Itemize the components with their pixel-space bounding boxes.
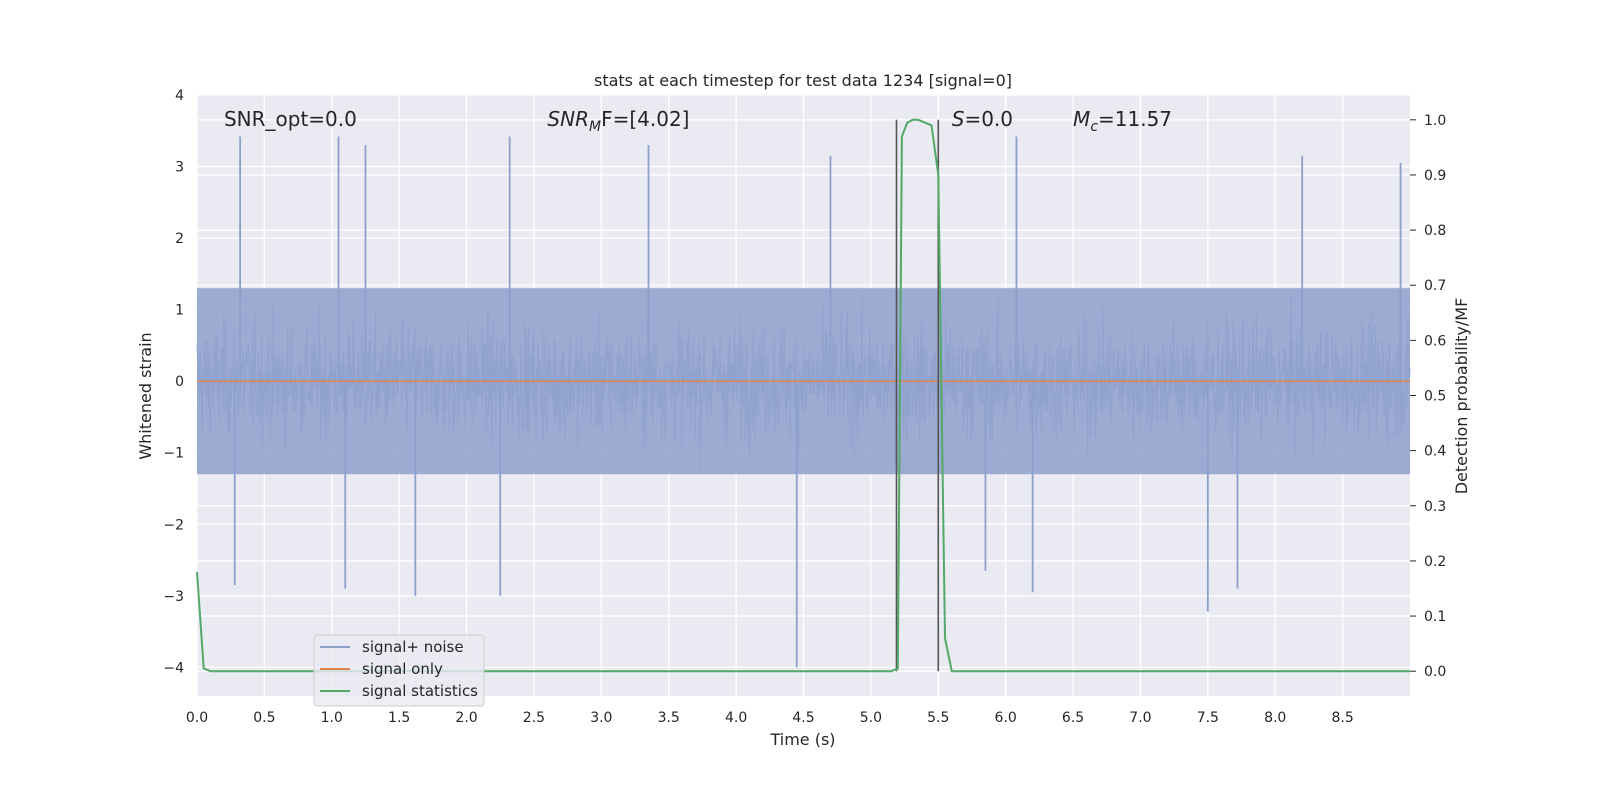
x-axis-ticks: 0.0 0.5 1.0 1.5 2.0 2.5 3.0 3.5 4.0 4.5 5.0 5.5 6.0 6…: [186, 710, 1354, 726]
y-tick-label: 2: [175, 231, 184, 247]
legend-box: [313, 634, 485, 707]
legend-label-signal-only: signal only: [362, 660, 443, 678]
annotation: SNR_opt=0.0: [224, 107, 357, 131]
y2-tick-label: 0.1: [1424, 609, 1446, 625]
annotations: SNR_opt=0.0 SNRMF=[4.02] S=0.0 Mc=11.57: [224, 107, 1172, 135]
y2-tick-label: 0.3: [1424, 499, 1446, 515]
y-tick-label: −3: [163, 589, 184, 605]
y2-axis-label: Detection probability/MF: [1452, 298, 1471, 495]
y2-tick-label: 0.0: [1424, 664, 1446, 680]
y-tick-label: −4: [163, 660, 184, 676]
y2-tick-label: 0.5: [1424, 389, 1446, 405]
y-tick-label: 1: [175, 303, 184, 319]
x-tick-label: 6.5: [1062, 710, 1084, 726]
x-tick-label: 2.0: [455, 710, 477, 726]
annotation: SNRMF=[4.02]: [547, 107, 689, 135]
y-tick-label: 4: [175, 88, 184, 104]
x-tick-label: 3.0: [590, 710, 612, 726]
x-tick-label: 7.5: [1197, 710, 1219, 726]
y2-tick-label: 0.4: [1424, 444, 1446, 460]
legend-label-signal-noise: signal+ noise: [362, 638, 464, 656]
y-tick-label: 0: [175, 374, 184, 390]
legend-label-signal-statistics: signal statistics: [362, 682, 478, 700]
y2-tick-label: 0.9: [1424, 168, 1446, 184]
y-axis-ticks: 4 3 2 1 0 −1 −2 −3 −4: [163, 88, 184, 676]
x-tick-label: 6.0: [995, 710, 1017, 726]
x-tick-label: 0.0: [186, 710, 208, 726]
x-tick-label: 5.0: [860, 710, 882, 726]
y2-tick-label: 0.6: [1424, 333, 1446, 349]
x-tick-label: 4.5: [792, 710, 814, 726]
y-axis-label: Whitened strain: [136, 332, 155, 459]
x-tick-label: 3.5: [658, 710, 680, 726]
y2-tick-label: 1.0: [1424, 113, 1446, 129]
chart-title: stats at each timestep for test data 123…: [594, 71, 1012, 90]
y-tick-label: −1: [163, 446, 184, 462]
x-tick-label: 8.5: [1331, 710, 1353, 726]
x-tick-label: 2.5: [523, 710, 545, 726]
x-tick-label: 7.0: [1129, 710, 1151, 726]
x-tick-label: 1.5: [388, 710, 410, 726]
y2-tick-label: 0.8: [1424, 223, 1446, 239]
legend: signal+ noise signal only signal statist…: [313, 634, 485, 707]
annotation: Mc=11.57: [1073, 107, 1172, 135]
y-tick-label: −2: [163, 517, 184, 533]
x-tick-label: 0.5: [253, 710, 275, 726]
y2-tick-label: 0.2: [1424, 554, 1446, 570]
annotation: S=0.0: [952, 107, 1013, 131]
x-tick-label: 1.0: [321, 710, 343, 726]
y2-axis-ticks: 1.0 0.9 0.8 0.7 0.6 0.5 0.4 0.3 0.2 0.1 0.0: [1410, 113, 1446, 680]
x-tick-label: 5.5: [927, 710, 949, 726]
x-tick-label: 4.0: [725, 710, 747, 726]
y2-tick-label: 0.7: [1424, 278, 1446, 294]
x-axis-label: Time (s): [769, 730, 835, 749]
y-tick-label: 3: [175, 160, 184, 176]
x-tick-label: 8.0: [1264, 710, 1286, 726]
signal-statistics-series: [196, 118, 1410, 673]
